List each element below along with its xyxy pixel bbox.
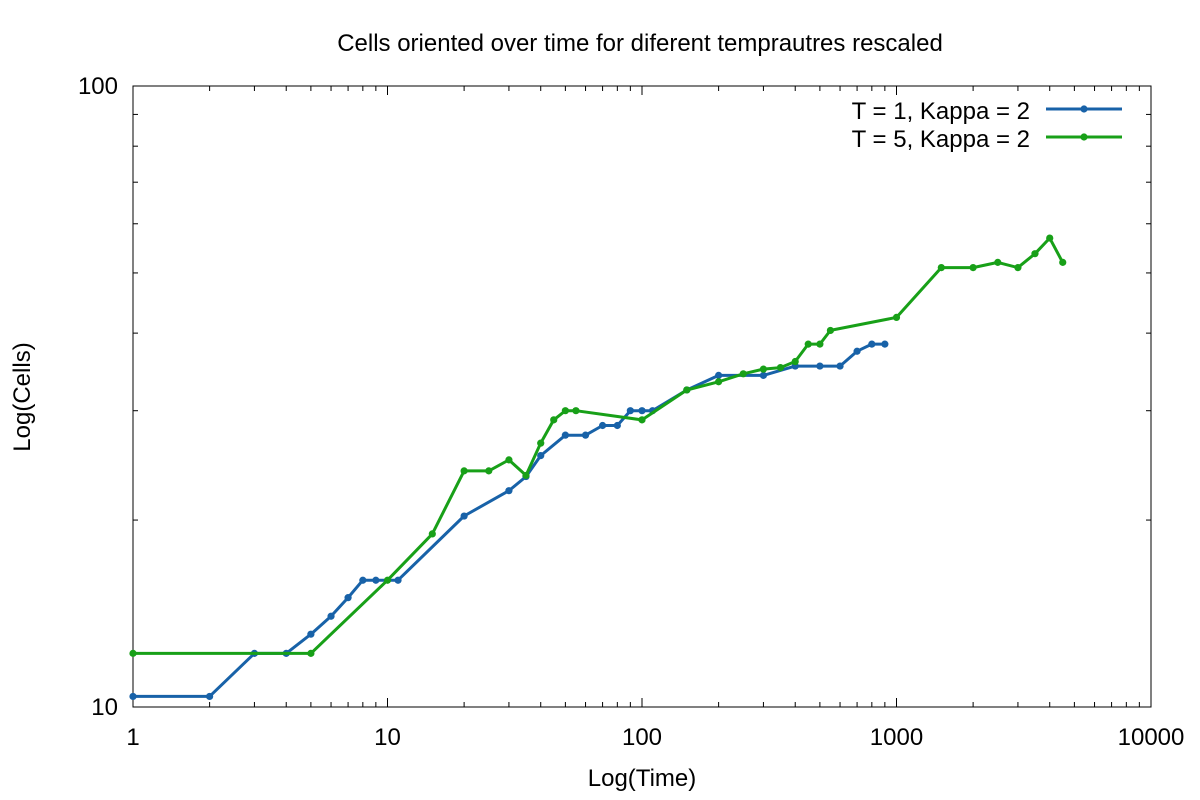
- plot-frame: [132, 85, 1152, 708]
- legend: T = 1, Kappa = 2 T = 5, Kappa = 2: [852, 98, 1122, 153]
- data-point: [715, 371, 723, 379]
- data-point: [572, 407, 580, 415]
- data-point: [550, 416, 558, 424]
- data-point: [372, 576, 380, 584]
- data-point: [776, 363, 785, 372]
- legend-marker-series-2: [1080, 133, 1088, 141]
- y-axis-label: Log(Cells): [9, 342, 36, 451]
- data-point: [344, 594, 352, 602]
- data-point: [307, 649, 315, 657]
- data-point: [613, 421, 621, 430]
- data-point: [129, 692, 137, 701]
- series-line: [133, 236, 1065, 655]
- data-point: [715, 378, 723, 386]
- data-point: [394, 576, 402, 584]
- data-point: [759, 365, 768, 373]
- data-point: [881, 340, 889, 348]
- data-point: [206, 692, 214, 701]
- y-tick-label: 10: [91, 694, 118, 721]
- data-point: [791, 357, 799, 366]
- data-point: [739, 370, 747, 378]
- data-point: [816, 340, 824, 348]
- data-point: [598, 421, 607, 430]
- data-point: [826, 326, 835, 335]
- data-point: [816, 362, 824, 370]
- data-point: [460, 512, 468, 520]
- data-point: [505, 487, 513, 495]
- data-point: [638, 407, 646, 415]
- legend-label-series-1: T = 1, Kappa = 2: [852, 98, 1030, 125]
- data-point: [505, 456, 513, 464]
- data-point: [683, 386, 691, 394]
- data-point: [937, 263, 945, 272]
- x-axis-label: Log(Time): [588, 765, 696, 792]
- x-tick-label: 10000: [1118, 724, 1185, 751]
- data-point: [994, 258, 1002, 266]
- data-point: [759, 371, 768, 379]
- chart-title: Cells oriented over time for diferent te…: [337, 30, 943, 57]
- data-point: [638, 416, 646, 424]
- data-point: [626, 407, 634, 415]
- data-point: [1059, 258, 1067, 266]
- legend-marker-series-1: [1080, 105, 1088, 113]
- data-point: [522, 471, 530, 480]
- data-point: [853, 347, 861, 355]
- data-point: [804, 340, 812, 348]
- x-tick-label: 10: [374, 724, 401, 751]
- y-tick-label: 100: [78, 73, 118, 100]
- series-1: [129, 340, 889, 701]
- data-point: [129, 649, 137, 657]
- legend-label-series-2: T = 5, Kappa = 2: [852, 126, 1030, 153]
- data-point: [836, 362, 844, 370]
- x-tick-label: 1: [126, 724, 139, 751]
- data-point: [537, 451, 545, 460]
- data-point: [868, 340, 876, 348]
- data-point: [460, 467, 468, 475]
- series-layer: [129, 234, 1067, 701]
- data-point: [359, 576, 367, 584]
- data-point: [383, 576, 392, 584]
- axis-tick-labels: 1 10 100 1000 10000 10 100: [78, 73, 1184, 751]
- data-point: [307, 630, 315, 638]
- data-point: [485, 467, 493, 475]
- data-point: [561, 431, 569, 439]
- data-point: [428, 530, 436, 538]
- series-line: [133, 342, 885, 698]
- data-point: [1046, 234, 1054, 242]
- x-tick-label: 1000: [870, 724, 923, 751]
- data-point: [892, 313, 901, 322]
- data-point: [581, 431, 590, 439]
- axis-ticks: [132, 86, 1151, 708]
- data-point: [969, 263, 977, 272]
- data-point: [537, 439, 545, 447]
- data-point: [327, 612, 335, 620]
- data-point: [561, 407, 569, 415]
- series-2: [129, 234, 1067, 657]
- data-point: [1014, 263, 1022, 272]
- x-tick-label: 100: [622, 724, 662, 751]
- data-point: [1031, 250, 1039, 258]
